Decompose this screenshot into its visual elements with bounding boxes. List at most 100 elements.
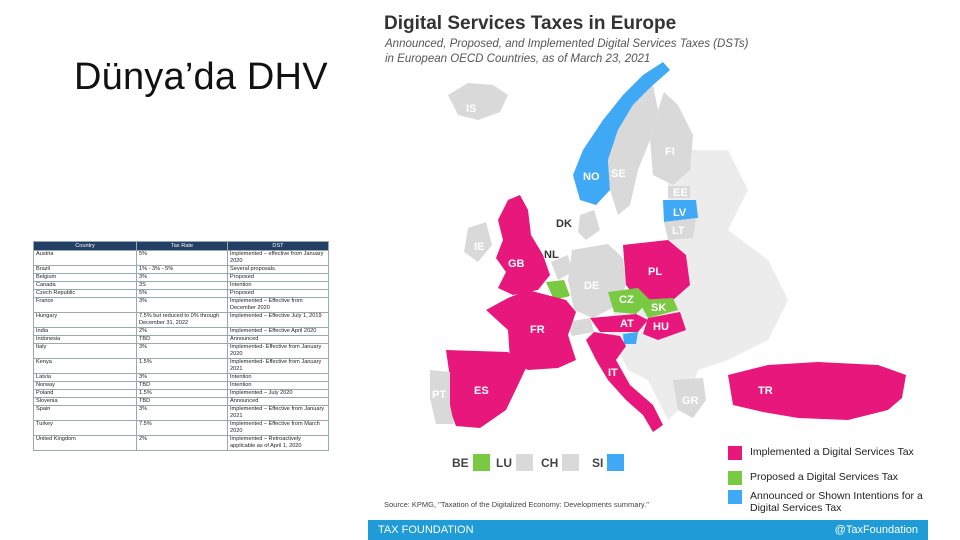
cell-country: Indonesia xyxy=(33,335,137,344)
map-estonia xyxy=(668,186,690,198)
label-es: ES xyxy=(474,385,489,397)
cell-tax-rate: 7.5% xyxy=(136,420,228,436)
label-de: DE xyxy=(584,280,599,292)
cell-country: United Kingdom xyxy=(33,435,137,451)
cell-country: India xyxy=(33,327,137,336)
cell-country: Brazil xyxy=(33,265,137,274)
key-be-label: BE xyxy=(452,455,469,470)
source-note: Source: KPMG, "Taxation of the Digitaliz… xyxy=(384,500,649,509)
cell-tax-rate: 1.5% xyxy=(136,358,228,374)
dst-europe-infographic: IS NO SE FI EE LV LT DK IE GB NL DE PL C… xyxy=(368,0,928,540)
map-hungary xyxy=(643,312,686,340)
label-hu: HU xyxy=(653,321,669,333)
map-spain xyxy=(446,350,526,428)
cell-dst: Implemented – effective from January 202… xyxy=(227,250,329,266)
table-row: Belgium 3% Proposed xyxy=(33,273,329,282)
cell-tax-rate: 3% xyxy=(136,273,228,282)
table-row: Austria 5% Implemented – effective from Ja… xyxy=(33,250,329,266)
legend-intention-swatch xyxy=(728,490,742,504)
map-latvia xyxy=(663,200,698,222)
map-iceland xyxy=(448,83,508,120)
label-nl: NL xyxy=(544,249,559,261)
cell-country: Kenya xyxy=(33,358,137,374)
map-portugal xyxy=(430,370,454,424)
cell-country: Canada xyxy=(33,281,137,290)
table-row: Hungary 7.5% but reduced to 0% through De… xyxy=(33,312,329,328)
map-belgium xyxy=(546,280,570,300)
cell-dst: Implemented – Effective July 1, 2019 xyxy=(227,312,329,328)
cell-country: Slovenia xyxy=(33,397,137,406)
cell-tax-rate: 1% - 3% - 5% xyxy=(136,265,228,274)
map-italy xyxy=(586,332,663,432)
label-ee: EE xyxy=(673,187,688,199)
label-at: AT xyxy=(620,318,634,330)
cell-tax-rate: 3% xyxy=(136,343,228,359)
cell-dst: Implemented- Effective from January 2020 xyxy=(227,343,329,359)
label-gr: GR xyxy=(682,395,699,407)
table-row: Spain 3% Implemented – Effective from Janu… xyxy=(33,405,329,421)
label-cz: CZ xyxy=(619,294,634,306)
infographic-title: Digital Services Taxes in Europe xyxy=(384,13,677,34)
label-tr: TR xyxy=(758,385,773,397)
cell-dst: Implemented- Effective from January 2021 xyxy=(227,358,329,374)
legend-proposed-swatch xyxy=(728,471,742,485)
key-lu: LU xyxy=(496,454,533,471)
cell-tax-rate: 1.5% xyxy=(136,389,228,398)
header-country: Country xyxy=(33,241,137,251)
cell-country: Spain xyxy=(33,405,137,421)
legend-intention: Announced or Shown Intentions for a Digi… xyxy=(728,490,928,514)
label-no: NO xyxy=(583,171,600,183)
cell-dst: Proposed xyxy=(227,289,329,298)
label-fi: FI xyxy=(665,146,675,158)
table-row: Italy 3% Implemented- Effective from Janua… xyxy=(33,343,329,359)
cell-tax-rate: 2% xyxy=(136,327,228,336)
cell-country: Belgium xyxy=(33,273,137,282)
cell-dst: Intention xyxy=(227,381,329,390)
table-row: Latvia 3% Intention xyxy=(33,373,329,382)
label-lt: LT xyxy=(672,225,685,237)
label-is: IS xyxy=(466,103,476,115)
map-switzerland xyxy=(566,318,594,336)
cell-dst: Announced xyxy=(227,397,329,406)
header-tax-rate: Tax Rate xyxy=(136,241,228,251)
cell-country: Czech Republic xyxy=(33,289,137,298)
table-body: Austria 5% Implemented – effective from Ja… xyxy=(33,250,329,451)
dst-country-table: Country Tax Rate DST Austria 5% Implemente… xyxy=(33,241,329,451)
table-row: Czech Republic 5% Proposed xyxy=(33,289,329,298)
cell-dst: Announced xyxy=(227,335,329,344)
map-greece xyxy=(673,378,706,418)
label-sk: SK xyxy=(651,302,666,314)
infographic-subtitle: Announced, Proposed, and Implemented Dig… xyxy=(385,37,785,67)
label-dk: DK xyxy=(556,218,572,230)
cell-tax-rate: 3% xyxy=(136,373,228,382)
key-si: SI xyxy=(592,454,625,471)
cell-dst: Implemented – July 2020 xyxy=(227,389,329,398)
cell-tax-rate: 5% xyxy=(136,289,228,298)
legend-intention-label: Announced or Shown Intentions for a Digi… xyxy=(750,490,923,514)
label-fr: FR xyxy=(530,324,545,336)
table-row: Indonesia TBD Announced xyxy=(33,335,329,344)
cell-dst: Implemented – Effective from January 202… xyxy=(227,405,329,421)
cell-tax-rate: 7.5% but reduced to 0% through December … xyxy=(136,312,228,328)
cell-dst: Several proposals. xyxy=(227,265,329,274)
key-ch: CH xyxy=(541,454,580,471)
label-se: SE xyxy=(611,168,626,180)
cell-country: Latvia xyxy=(33,373,137,382)
table-row: India 2% Implemented – Effective April 202… xyxy=(33,327,329,336)
cell-dst: Intention xyxy=(227,281,329,290)
table-row: France 3% Implemented – Effective from Dec… xyxy=(33,297,329,313)
cell-tax-rate: TBD xyxy=(136,397,228,406)
table-row: Norway TBD Intention xyxy=(33,381,329,390)
key-ch-label: CH xyxy=(541,455,559,470)
cell-dst: Implemented – Effective from December 20… xyxy=(227,297,329,313)
table-row: Canada 3S Intention xyxy=(33,281,329,290)
map-slovakia xyxy=(638,298,678,318)
map-ireland xyxy=(464,222,492,262)
cell-country: Hungary xyxy=(33,312,137,328)
europe-map: IS NO SE FI EE LV LT DK IE GB NL DE PL C… xyxy=(430,62,906,432)
label-it: IT xyxy=(608,367,618,379)
map-turkey xyxy=(728,362,906,420)
label-pt: PT xyxy=(432,389,446,401)
cell-country: Austria xyxy=(33,250,137,266)
cell-tax-rate: 3% xyxy=(136,297,228,313)
